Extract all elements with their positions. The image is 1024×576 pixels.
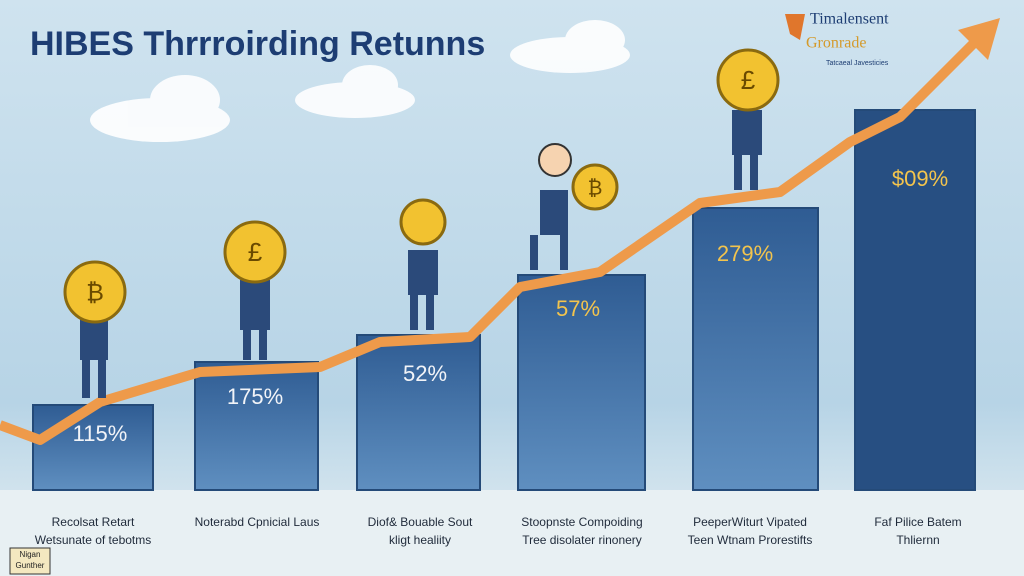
caption: Teen Wtnam Prorestifts bbox=[688, 533, 813, 547]
logo-line: Gronrade bbox=[806, 35, 866, 52]
caption: Stoopnste Compoiding bbox=[521, 515, 642, 529]
caption: Thliernn bbox=[896, 533, 939, 547]
logo-icon bbox=[785, 14, 805, 40]
caption: kligt healiity bbox=[389, 533, 451, 547]
logo-line: Timalensent bbox=[810, 11, 889, 28]
figures: ₿ £ ₿ £ bbox=[63, 48, 780, 398]
bar-label: 57% bbox=[556, 296, 600, 321]
caption: Noterabd Cpnicial Laus bbox=[195, 515, 320, 529]
svg-text:₿: ₿ bbox=[588, 177, 603, 199]
caption: Recolsat Retart bbox=[52, 515, 135, 529]
bar-label: $09% bbox=[892, 166, 948, 191]
arrow-head bbox=[958, 18, 1000, 60]
badge-text: Nigan bbox=[20, 550, 41, 559]
title: HIBES Thrrroirding Retunns bbox=[30, 25, 485, 63]
clouds bbox=[90, 20, 630, 142]
badge-text: Gunther bbox=[16, 561, 45, 570]
svg-text:£: £ bbox=[248, 237, 263, 267]
badge bbox=[9, 547, 51, 575]
logo-tagline: Tatcaeal Javesticies bbox=[826, 60, 889, 67]
svg-text:₿: ₿ bbox=[86, 279, 104, 306]
svg-text:£: £ bbox=[741, 65, 756, 95]
bars bbox=[32, 109, 976, 491]
caption: Tree disolater rinonery bbox=[522, 533, 642, 547]
trend-arrow bbox=[0, 38, 979, 445]
bar-label: 115% bbox=[73, 421, 128, 446]
caption: PeeperWiturt Vipated bbox=[693, 515, 807, 529]
caption: Diof& Bouable Sout bbox=[368, 515, 473, 529]
caption: Wetsunate of tebotms bbox=[35, 533, 152, 547]
ground bbox=[0, 490, 1024, 576]
bar-label: 279% bbox=[717, 241, 773, 266]
caption: Faf Pilice Batem bbox=[874, 515, 961, 529]
bar-label: 175% bbox=[227, 384, 283, 409]
bar-label: 52% bbox=[403, 361, 447, 386]
